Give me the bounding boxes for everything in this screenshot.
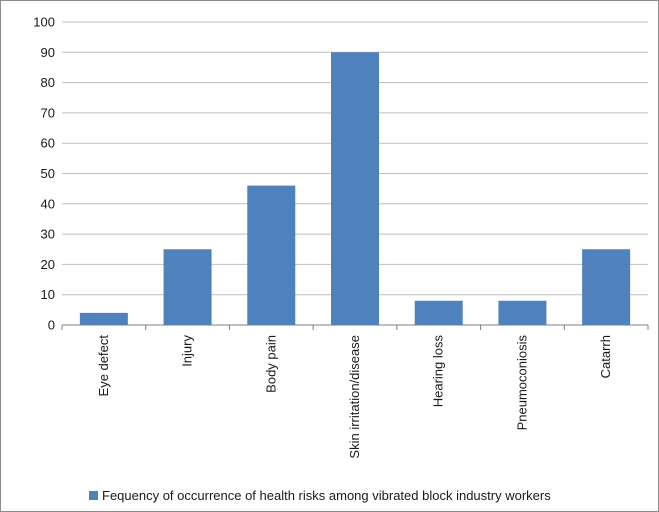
y-tick-label: 60 [41, 136, 55, 151]
y-tick-label: 90 [41, 45, 55, 60]
x-category-label: Body pain [263, 335, 278, 393]
bars [79, 52, 631, 326]
bar [498, 300, 547, 325]
x-category-label: Eye defect [96, 335, 111, 397]
y-tick-label: 70 [41, 105, 55, 120]
x-category-label: Injury [180, 335, 195, 367]
x-category-label: Pneumoconiosis [514, 335, 529, 431]
x-category-label: Catarrh [598, 335, 613, 378]
y-axis-ticks: 0 10 20 30 40 50 60 70 80 90 100 [33, 15, 55, 333]
y-tick-label: 30 [41, 227, 55, 242]
y-tick-label: 100 [33, 15, 55, 30]
y-tick-label: 50 [41, 166, 55, 181]
bar [582, 249, 631, 325]
bar [331, 52, 379, 326]
x-axis-labels: Eye defect Injury Body pain Skin irritation… [96, 335, 613, 459]
bar [79, 312, 128, 325]
x-category-label: Hearing loss [431, 335, 446, 408]
legend-label: Fequency of occurrence of health risks a… [102, 488, 551, 503]
legend: Fequency of occurrence of health risks a… [89, 488, 551, 503]
y-tick-label: 0 [48, 318, 55, 333]
x-category-label: Skin irritation/disease [347, 335, 362, 459]
legend-swatch [89, 491, 98, 500]
y-tick-label: 40 [41, 196, 55, 211]
y-tick-label: 20 [41, 257, 55, 272]
bar [247, 185, 296, 325]
y-tick-label: 10 [41, 287, 55, 302]
bar [414, 300, 463, 325]
y-tick-label: 80 [41, 75, 55, 90]
bar [163, 249, 212, 325]
